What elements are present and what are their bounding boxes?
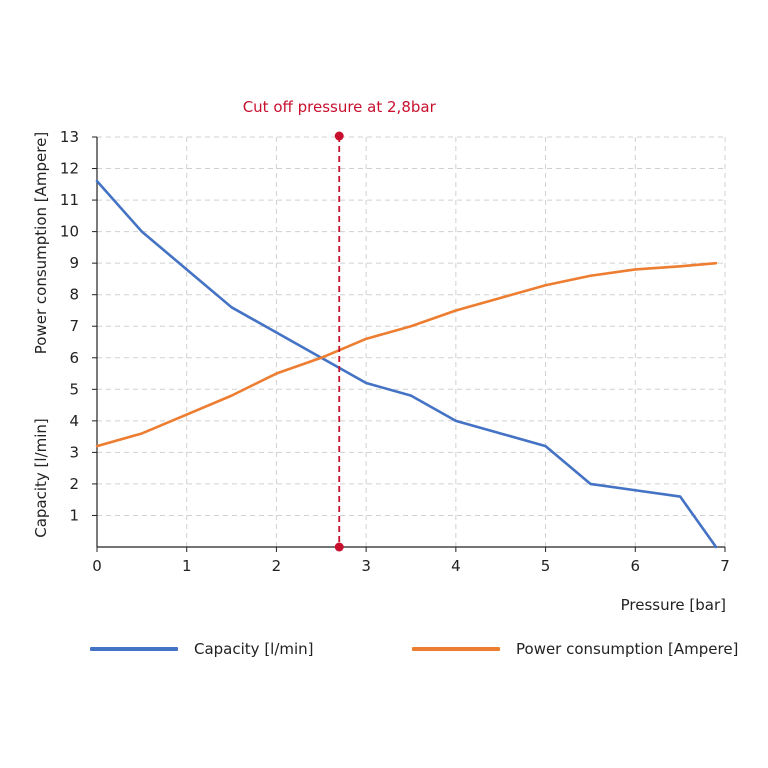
legend-swatch-power: [412, 647, 500, 651]
x-tick-label: 4: [451, 557, 461, 575]
capacity-series-line: [95, 179, 718, 549]
y-tick-label: 12: [60, 160, 79, 178]
y-tick-label: 1: [69, 506, 79, 524]
x-tick-label: 0: [92, 557, 102, 575]
power-series-line: [95, 261, 718, 448]
y-tick-label: 9: [69, 254, 79, 272]
y-tick-label: 8: [69, 286, 79, 304]
y-axis-label-upper: Power consumption [Ampere]: [32, 132, 50, 354]
legend-label-capacity: Capacity [l/min]: [194, 640, 314, 658]
y-tick-label: 4: [69, 412, 79, 430]
y-tick-label: 7: [69, 317, 79, 335]
y-tick-label: 6: [69, 349, 79, 367]
x-tick-label: 6: [631, 557, 641, 575]
chart-labels: Cut off pressure at 2,8bar Pressure [bar…: [32, 98, 726, 614]
legend-item-power: Power consumption [Ampere]: [412, 640, 738, 658]
x-axis-label: Pressure [bar]: [621, 596, 726, 614]
y-tick-label: 2: [69, 475, 79, 493]
x-tick-label: 3: [361, 557, 371, 575]
legend-item-capacity: Capacity [l/min]: [90, 640, 314, 658]
chart-legend: Capacity [l/min] Power consumption [Ampe…: [0, 640, 768, 664]
cutoff-marker-top: [334, 131, 344, 141]
cutoff-marker-bottom: [334, 542, 344, 552]
legend-swatch-capacity: [90, 647, 178, 651]
x-tick-label: 5: [541, 557, 551, 575]
x-tick-label: 1: [182, 557, 192, 575]
x-tick-label: 7: [720, 557, 730, 575]
chart-grid: [97, 136, 726, 547]
y-axis-label-lower: Capacity [l/min]: [32, 418, 50, 538]
x-tick-label: 2: [272, 557, 282, 575]
y-tick-label: 5: [69, 380, 79, 398]
cutoff-annotation: [334, 131, 344, 552]
y-tick-label: 13: [60, 128, 79, 146]
legend-label-power: Power consumption [Ampere]: [516, 640, 739, 658]
y-tick-label: 3: [69, 443, 79, 461]
y-tick-label: 11: [60, 191, 79, 209]
chart-series: [95, 179, 718, 549]
y-tick-label: 10: [60, 223, 79, 241]
cutoff-label: Cut off pressure at 2,8bar: [243, 98, 437, 116]
